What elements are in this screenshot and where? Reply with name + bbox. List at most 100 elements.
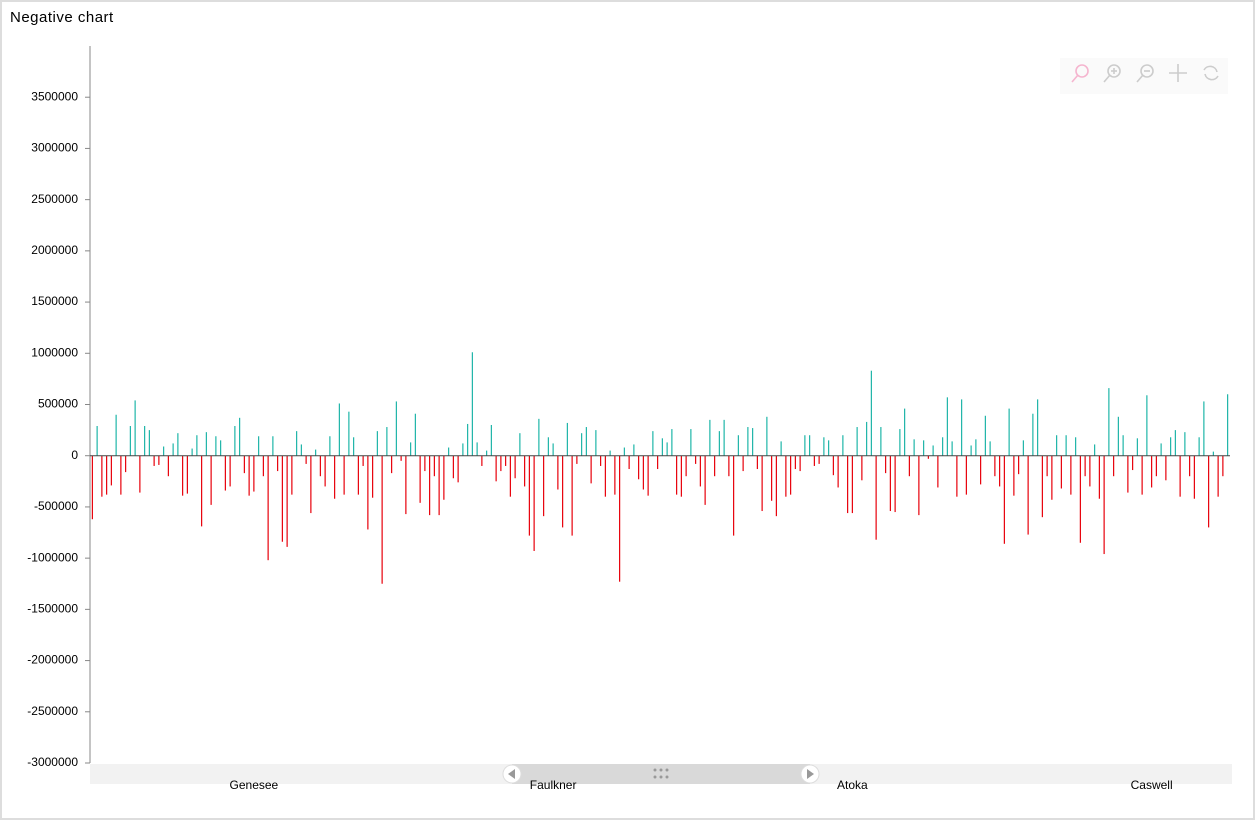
bar (139, 455, 141, 493)
bar (685, 455, 687, 477)
bar (433, 455, 435, 477)
bar (315, 449, 317, 456)
bar (481, 455, 483, 466)
bar (106, 455, 108, 495)
bar (1103, 455, 1105, 555)
bar (680, 455, 682, 497)
bar (880, 427, 882, 456)
bar (319, 455, 321, 477)
bar (638, 455, 640, 480)
bar (372, 455, 374, 498)
bar (961, 399, 963, 456)
bar (714, 455, 716, 477)
bar (248, 455, 250, 496)
scroll-left-arrow (508, 769, 515, 779)
bar (932, 445, 934, 456)
y-tick-label: 3500000 (31, 89, 78, 103)
bar (229, 455, 231, 487)
bar (362, 455, 364, 466)
bar (889, 455, 891, 512)
reset-icon[interactable] (1203, 65, 1219, 81)
bar (129, 426, 131, 456)
zoom-out-icon[interactable] (1136, 64, 1154, 83)
bar (1208, 455, 1210, 528)
bar (590, 455, 592, 484)
bar (818, 455, 820, 464)
bar (400, 455, 402, 461)
bar (215, 436, 217, 456)
bar (267, 455, 269, 561)
bar (443, 455, 445, 500)
pan-icon[interactable] (1169, 64, 1187, 82)
bar (110, 455, 112, 486)
zoom-in-icon[interactable] (1103, 64, 1121, 83)
bar (557, 455, 559, 490)
bar (1198, 437, 1200, 456)
bar (552, 443, 554, 456)
bar (1008, 408, 1010, 456)
bar (514, 455, 516, 479)
bar (994, 455, 996, 477)
bar (1032, 413, 1034, 456)
bar (923, 440, 925, 456)
bar (1203, 401, 1205, 456)
bar (115, 414, 117, 456)
x-tick-label: Atoka (837, 778, 868, 792)
y-tick-label: -500000 (34, 499, 78, 513)
bar (1070, 455, 1072, 495)
bar (775, 455, 777, 517)
bar (348, 411, 350, 456)
bar (253, 455, 255, 492)
bar (101, 455, 103, 497)
bar (723, 419, 725, 456)
scrollbar-thumb[interactable] (512, 764, 810, 784)
bar (832, 455, 834, 476)
y-tick-label: -1500000 (27, 602, 78, 616)
bar (1094, 444, 1096, 456)
bar (196, 435, 198, 456)
bar (999, 455, 1001, 487)
bar (1041, 455, 1043, 518)
bar (476, 442, 478, 456)
bar (338, 403, 340, 456)
zoom-select-icon[interactable] (1071, 64, 1089, 83)
y-tick-label: 2500000 (31, 192, 78, 206)
bar (547, 437, 549, 456)
y-tick-label: -2000000 (27, 653, 78, 667)
bar (761, 455, 763, 512)
bar (329, 436, 331, 456)
bar (747, 427, 749, 456)
bar (386, 427, 388, 456)
bar (956, 455, 958, 497)
bar (837, 455, 839, 488)
bar (581, 433, 583, 456)
y-tick-label: 3000000 (31, 141, 78, 155)
bar (652, 431, 654, 456)
y-tick-label: 500000 (38, 397, 78, 411)
bar (847, 455, 849, 514)
scrollbar (90, 764, 1232, 784)
y-tick-label: -1000000 (27, 550, 78, 564)
bar (828, 440, 830, 456)
bar (894, 455, 896, 513)
bar (951, 441, 953, 456)
bar (1079, 455, 1081, 543)
bar (1155, 455, 1157, 477)
bar (661, 438, 663, 456)
bar (737, 435, 739, 456)
bar (524, 455, 526, 487)
bar (752, 428, 754, 456)
bar (243, 455, 245, 474)
bar (296, 431, 298, 456)
bar (647, 455, 649, 496)
bar (324, 455, 326, 487)
bar (870, 370, 872, 456)
bar (471, 352, 473, 456)
bar (125, 455, 127, 473)
bar (234, 426, 236, 456)
bar (604, 455, 606, 497)
bar (490, 424, 492, 456)
bar (1013, 455, 1015, 496)
bar (1098, 455, 1100, 499)
bar (1046, 455, 1048, 477)
